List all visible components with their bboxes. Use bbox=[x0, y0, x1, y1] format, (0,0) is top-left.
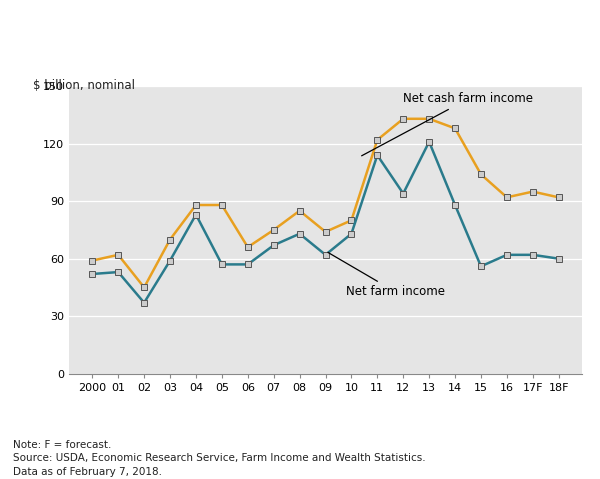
Text: Note: F = forecast.
Source: USDA, Economic Research Service, Farm Income and Wea: Note: F = forecast. Source: USDA, Econom… bbox=[13, 440, 426, 477]
Text: Net farm income and net cash farm income, 2000-18F: Net farm income and net cash farm income… bbox=[9, 31, 455, 46]
Text: Net farm income: Net farm income bbox=[328, 252, 445, 298]
Text: $ billion, nominal: $ billion, nominal bbox=[33, 79, 135, 92]
Text: Net cash farm income: Net cash farm income bbox=[362, 92, 533, 156]
